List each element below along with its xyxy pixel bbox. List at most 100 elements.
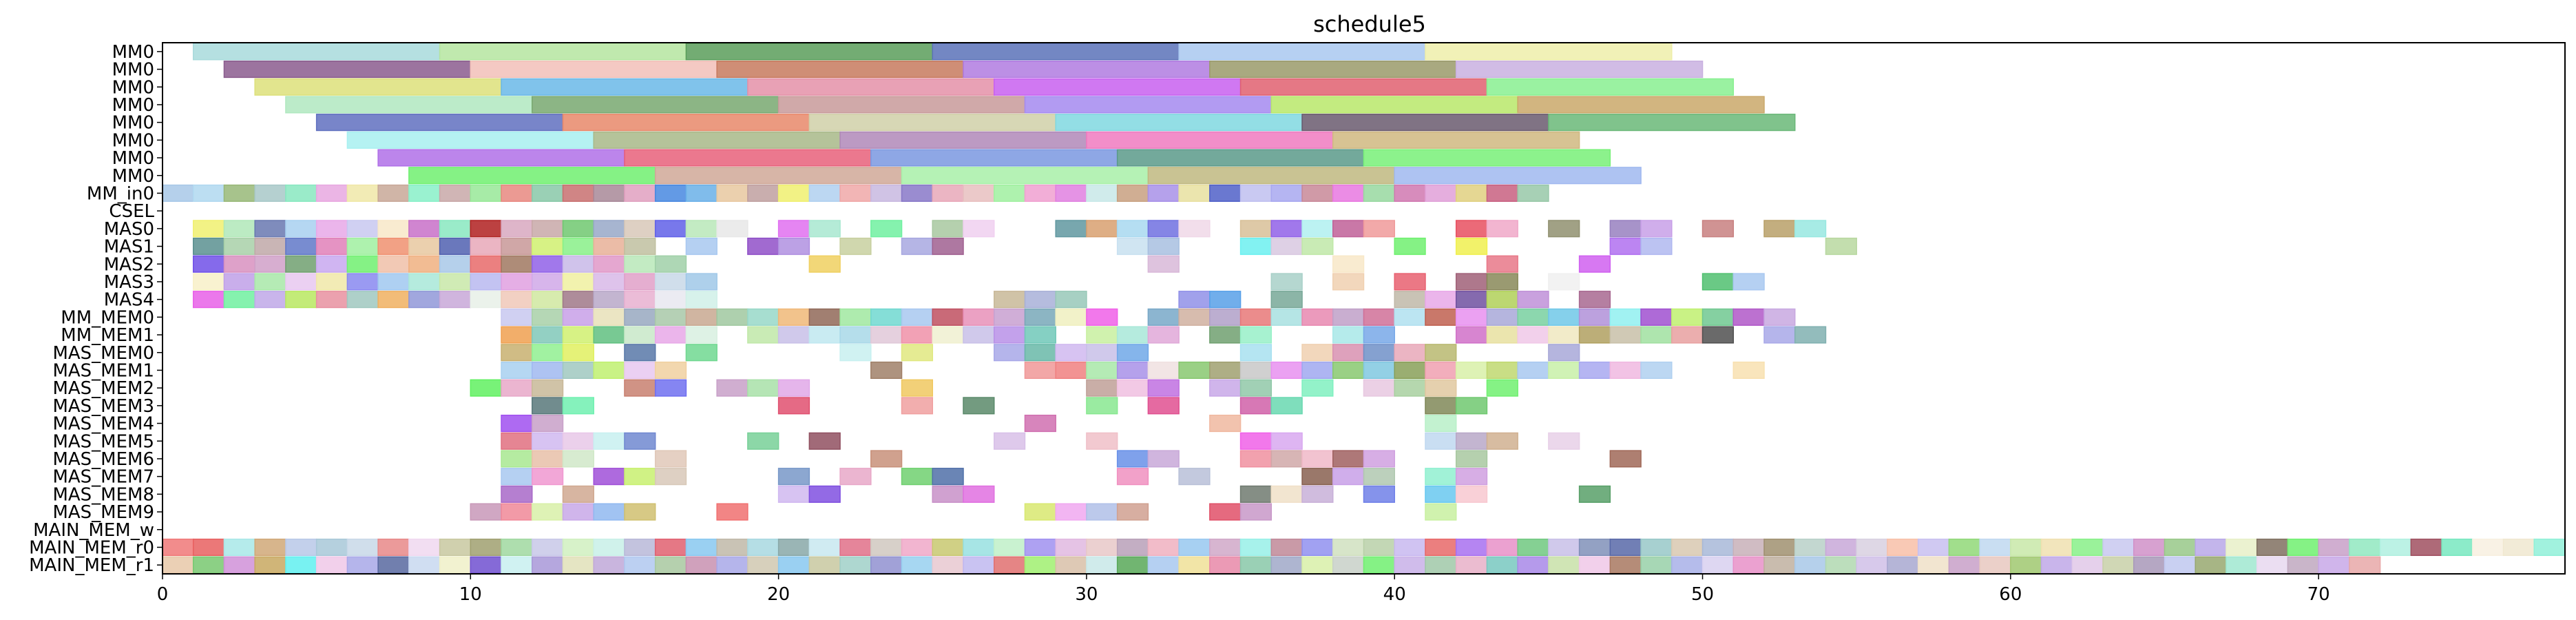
gantt-cell [470, 273, 502, 291]
gantt-cell [532, 361, 564, 380]
gantt-cell [993, 308, 1026, 326]
gantt-cell [1332, 344, 1365, 362]
gantt-cell [839, 468, 872, 486]
gantt-cell [1086, 220, 1118, 238]
gantt-cell [1640, 326, 1673, 344]
gantt-cell [408, 220, 441, 238]
gantt-cell [777, 538, 810, 557]
gantt-cell [2318, 556, 2350, 574]
gantt-cell [716, 184, 748, 203]
x-tick-label: 40 [1383, 584, 1406, 605]
gantt-cell [1825, 237, 1857, 256]
gantt-cell [1055, 291, 1087, 309]
gantt-cell [439, 237, 472, 256]
gantt-cell [1548, 538, 1580, 557]
gantt-cell [470, 184, 502, 203]
gantt-cell [408, 237, 441, 256]
gantt-cell [1609, 308, 1642, 326]
bars-layer [162, 43, 2566, 574]
gantt-bar [1116, 149, 1365, 167]
gantt-cell [285, 255, 317, 273]
gantt-cell [624, 344, 656, 362]
gantt-cell [1917, 556, 1950, 574]
gantt-cell [1609, 538, 1642, 557]
gantt-cell [532, 237, 564, 256]
gantt-cell [1239, 397, 1273, 415]
gantt-cell [1486, 255, 1518, 273]
gantt-cell [1732, 538, 1765, 557]
gantt-cell [1701, 326, 1735, 344]
gantt-cell [532, 503, 564, 521]
gantt-cell [285, 538, 317, 557]
gantt-cell [2071, 556, 2104, 574]
gantt-cell [685, 308, 718, 326]
gantt-cell [1178, 468, 1211, 486]
gantt-cell [532, 432, 564, 450]
gantt-cell [377, 273, 410, 291]
gantt-cell [1178, 556, 1211, 574]
gantt-cell [162, 538, 194, 557]
gantt-cell [1239, 220, 1273, 238]
gantt-cell [501, 379, 533, 397]
gantt-cell [593, 308, 625, 326]
gantt-cell [1086, 326, 1118, 344]
y-tick-label: MAIN_MEM_r1 [29, 555, 154, 576]
gantt-cell [685, 556, 718, 574]
gantt-cell [1425, 485, 1457, 503]
gantt-cell [2379, 538, 2412, 557]
gantt-bar [1086, 131, 1334, 149]
gantt-cell [901, 538, 934, 557]
gantt-cell [593, 432, 625, 450]
gantt-cell [1086, 308, 1118, 326]
gantt-cell [747, 237, 779, 256]
gantt-bar [1209, 60, 1457, 79]
gantt-bar [315, 114, 564, 132]
gantt-cell [963, 326, 995, 344]
gantt-cell [223, 273, 255, 291]
gantt-cell [408, 556, 441, 574]
gantt-cell [2256, 538, 2289, 557]
gantt-cell [192, 291, 225, 309]
gantt-cell [1332, 255, 1365, 273]
gantt-cell [932, 468, 964, 486]
gantt-cell [1270, 450, 1303, 468]
gantt-cell [654, 450, 687, 468]
gantt-bar [901, 167, 1149, 185]
gantt-cell [562, 326, 594, 344]
gantt-cell [408, 184, 441, 203]
gantt-cell [1394, 379, 1426, 397]
y-tick-label: MAS_MEM1 [52, 360, 154, 381]
gantt-cell [1024, 326, 1056, 344]
gantt-cell [1548, 432, 1580, 450]
gantt-cell [1455, 308, 1488, 326]
gantt-cell [1332, 184, 1365, 203]
gantt-cell [1394, 344, 1426, 362]
x-tick-label: 30 [1075, 584, 1098, 605]
gantt-cell [747, 432, 779, 450]
gantt-cell [1116, 220, 1149, 238]
gantt-cell [1425, 291, 1457, 309]
gantt-cell [285, 556, 317, 574]
gantt-bar [501, 78, 748, 96]
x-tick-label: 20 [767, 584, 790, 605]
gantt-cell [1332, 326, 1365, 344]
gantt-cell [532, 326, 564, 344]
gantt-cell [1178, 291, 1211, 309]
gantt-cell [562, 397, 594, 415]
gantt-cell [1671, 556, 1704, 574]
gantt-cell [532, 344, 564, 362]
gantt-cell [839, 308, 872, 326]
gantt-cell [501, 538, 533, 557]
gantt-cell [1178, 308, 1211, 326]
gantt-cell [439, 538, 472, 557]
gantt-bar [1548, 114, 1796, 132]
gantt-cell [1455, 220, 1488, 238]
gantt-cell [1239, 450, 1273, 468]
gantt-cell [285, 291, 317, 309]
gantt-cell [315, 184, 348, 203]
gantt-bar [532, 96, 779, 114]
gantt-cell [346, 291, 379, 309]
gantt-cell [1548, 361, 1580, 380]
gantt-cell [1640, 361, 1673, 380]
gantt-cell [624, 291, 656, 309]
